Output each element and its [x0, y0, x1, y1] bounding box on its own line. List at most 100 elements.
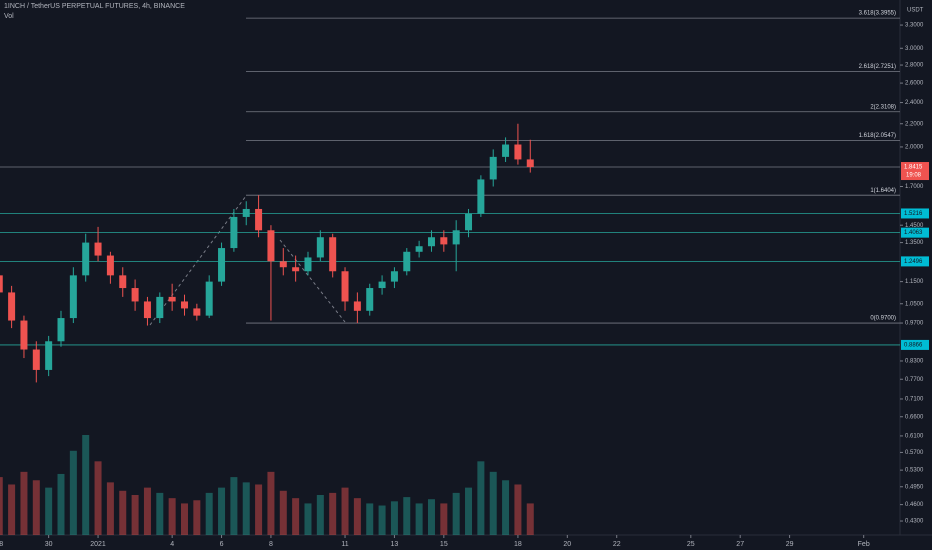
candle-body [465, 213, 473, 231]
candle-body [0, 275, 3, 293]
y-tick-label: 0.7700 [905, 377, 924, 383]
volume-bar [8, 484, 16, 535]
price-badge [901, 227, 929, 238]
candle-body [242, 208, 250, 217]
volume-bar [57, 473, 65, 535]
y-tick-label: 0.5700 [905, 450, 924, 456]
candle-body [69, 275, 77, 319]
volume-bar [255, 484, 263, 535]
volume-bar [390, 501, 398, 535]
candle-body [143, 301, 151, 319]
candle-body [45, 341, 53, 370]
volume-bar [180, 503, 188, 535]
volume-bar [0, 477, 3, 535]
chart-title: 1INCH / TetherUS PERPETUAL FUTURES, 4h, … [4, 3, 185, 10]
volume-bar [316, 495, 324, 535]
volume-bar [230, 477, 238, 535]
x-tick-label: 18 [514, 541, 522, 548]
candle-body [526, 159, 534, 168]
volume-bar [489, 471, 497, 535]
x-tick-label: 28 [0, 541, 3, 548]
candle-body [119, 275, 127, 289]
candle-body [452, 230, 460, 245]
x-tick-label: Feb [858, 541, 870, 548]
candle-body [316, 237, 324, 258]
x-tick-label: 27 [736, 541, 744, 548]
y-tick-label: 0.7100 [905, 397, 924, 403]
x-tick-label: 22 [613, 541, 621, 548]
candle-body [502, 144, 510, 157]
volume-bar [69, 450, 77, 535]
y-tick-label: 0.5300 [905, 468, 924, 474]
volume-bar [242, 482, 250, 535]
volume-bar [45, 487, 53, 535]
axis-unit: USDT [907, 8, 924, 14]
volume-bar [502, 480, 510, 535]
y-tick-label: 3.3000 [905, 23, 924, 29]
volume-bar [156, 492, 164, 535]
volume-bar [292, 498, 300, 535]
candle-body [378, 281, 386, 289]
candle-body [304, 257, 312, 272]
volume-bar [378, 505, 386, 535]
volume-bar [526, 503, 534, 535]
candle-body [489, 156, 497, 180]
candle-body [82, 242, 90, 276]
y-tick-label: 3.0000 [905, 46, 924, 52]
y-tick-label: 2.0000 [905, 145, 924, 151]
volume-bar [477, 461, 485, 535]
candle-body [341, 271, 349, 302]
volume-label: Vol [4, 13, 14, 20]
candle-body [193, 308, 201, 316]
y-tick-label: 1.3500 [905, 240, 924, 246]
candle-body [440, 237, 448, 245]
x-tick-label: 25 [687, 541, 695, 548]
candle-body [415, 246, 423, 252]
y-tick-label: 2.8000 [905, 63, 924, 69]
y-tick-label: 1.1500 [905, 279, 924, 285]
volume-bar [304, 503, 312, 535]
volume-bar [329, 492, 337, 535]
x-tick-label: 29 [786, 541, 794, 548]
volume-bar [205, 492, 213, 535]
volume-bar [452, 492, 460, 535]
y-tick-label: 2.6000 [905, 81, 924, 87]
volume-bar [131, 495, 139, 535]
countdown: 19:08 [906, 173, 922, 179]
volume-bar [82, 435, 90, 535]
support-label: 1.4063 [904, 230, 923, 236]
candle-body [514, 144, 522, 160]
candle-body [131, 288, 139, 302]
y-tick-label: 1.0500 [905, 301, 924, 307]
candle-body [353, 301, 361, 311]
candle-body [403, 251, 411, 272]
price-badge [901, 256, 929, 267]
support-label: 1.2496 [904, 259, 923, 265]
volume-bar [366, 503, 374, 535]
y-tick-label: 0.6600 [905, 414, 924, 420]
volume-bar [353, 498, 361, 535]
volume-bar [94, 461, 102, 535]
candle-body [218, 248, 226, 282]
x-tick-label: 20 [563, 541, 571, 548]
y-tick-label: 0.4600 [905, 502, 924, 508]
candle-body [20, 320, 28, 350]
price-badge [901, 162, 929, 181]
candle-body [8, 292, 16, 321]
candle-body [292, 267, 300, 272]
x-tick-label: 11 [341, 541, 348, 548]
volume-bar [403, 497, 411, 535]
candle-body [230, 216, 238, 249]
volume-bar [32, 480, 40, 535]
fib-label: 1.618(2.0547) [859, 133, 896, 139]
volume-bar [279, 490, 287, 535]
candle-body [477, 179, 485, 214]
volume-bar [440, 503, 448, 535]
x-tick-label: 15 [440, 541, 448, 548]
volume-bar [514, 484, 522, 535]
fib-label: 0(0.9700) [870, 316, 896, 322]
volume-bar [143, 487, 151, 535]
candle-body [255, 208, 263, 231]
volume-bar [218, 487, 226, 535]
